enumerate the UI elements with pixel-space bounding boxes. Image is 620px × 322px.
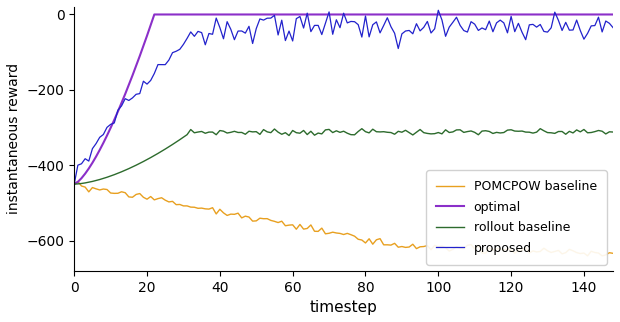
rollout baseline <box>307 129 314 133</box>
proposed <box>202 43 209 47</box>
POMCPOW baseline <box>598 254 606 258</box>
rollout baseline <box>140 160 147 164</box>
optimal <box>140 44 147 48</box>
optimal <box>609 13 617 16</box>
rollout baseline <box>165 145 172 149</box>
proposed <box>435 8 442 12</box>
proposed <box>71 182 78 186</box>
Line: POMCPOW baseline: POMCPOW baseline <box>74 182 613 256</box>
POMCPOW baseline <box>202 207 209 211</box>
proposed <box>140 79 147 83</box>
POMCPOW baseline <box>71 182 78 186</box>
optimal <box>169 13 176 16</box>
rollout baseline <box>609 130 617 134</box>
rollout baseline <box>423 131 431 135</box>
proposed <box>198 31 205 34</box>
Line: rollout baseline: rollout baseline <box>74 129 613 184</box>
proposed <box>165 58 172 62</box>
optimal <box>205 13 213 16</box>
optimal <box>151 13 158 16</box>
proposed <box>307 30 314 33</box>
optimal <box>71 182 78 186</box>
X-axis label: timestep: timestep <box>310 300 378 315</box>
rollout baseline <box>536 127 544 131</box>
optimal <box>311 13 318 16</box>
rollout baseline <box>202 131 209 135</box>
rollout baseline <box>198 129 205 133</box>
POMCPOW baseline <box>205 207 213 211</box>
optimal <box>427 13 435 16</box>
proposed <box>609 26 617 30</box>
POMCPOW baseline <box>311 229 318 233</box>
Y-axis label: instantaneous reward: instantaneous reward <box>7 63 21 214</box>
rollout baseline <box>71 182 78 186</box>
optimal <box>202 13 209 16</box>
POMCPOW baseline <box>609 251 617 255</box>
POMCPOW baseline <box>169 199 176 203</box>
POMCPOW baseline <box>143 197 151 201</box>
Line: optimal: optimal <box>74 14 613 184</box>
proposed <box>423 20 431 24</box>
Line: proposed: proposed <box>74 10 613 184</box>
POMCPOW baseline <box>427 248 435 251</box>
POMCPOW baseline <box>74 180 82 184</box>
Legend: POMCPOW baseline, optimal, rollout baseline, proposed: POMCPOW baseline, optimal, rollout basel… <box>426 170 607 265</box>
